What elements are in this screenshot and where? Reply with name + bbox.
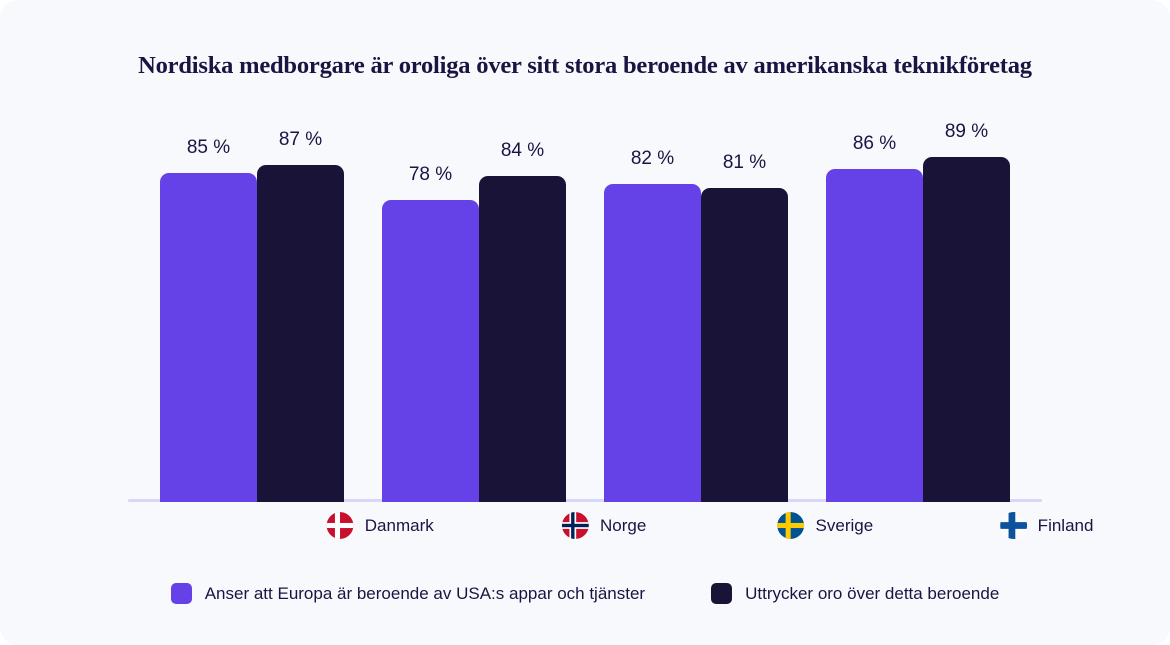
page-title: Nordiska medborgare är oroliga över sitt… (138, 52, 1032, 79)
flag-finland-icon (999, 512, 1027, 539)
bar-value-label: 85 % (186, 136, 231, 158)
category-label-sverige: Sverige (777, 512, 874, 539)
category-label-norge: Norge (562, 512, 646, 539)
bar-danmark-series-2[interactable] (257, 164, 344, 502)
legend-label: Anser att Europa är beroende av USA:s ap… (204, 583, 646, 603)
bar-value-label: 84 % (500, 140, 545, 162)
legend-item-primary[interactable]: Anser att Europa är beroende av USA:s ap… (170, 583, 646, 604)
legend-label: Uttrycker oro över detta beroende (745, 583, 1000, 603)
bar-value-label: 78 % (408, 163, 453, 185)
category-name: Danmark (364, 515, 434, 535)
plot-area: 85 % 87 % 78 % 84 % 82 % 81 % 86 % 89 % (128, 120, 1042, 502)
legend-swatch-icon (170, 583, 192, 604)
category-name: Norge (600, 515, 647, 535)
category-name: Sverige (815, 515, 874, 535)
bar-finland-series-2[interactable] (923, 157, 1010, 502)
category-name: Finland (1037, 515, 1094, 535)
flag-denmark-icon (326, 512, 354, 539)
bar-norge-series-2[interactable] (479, 176, 566, 502)
bar-group-danmark: 85 % 87 % (160, 120, 344, 502)
bar-value-label: 89 % (944, 121, 989, 142)
flag-norway-icon (562, 512, 590, 539)
bar-value-label: 81 % (722, 152, 767, 174)
category-label-danmark: Danmark (326, 512, 434, 539)
category-label-finland: Finland (999, 512, 1094, 539)
legend-item-secondary[interactable]: Uttrycker oro över detta beroende (711, 583, 999, 604)
legend: Anser att Europa är beroende av USA:s ap… (0, 583, 1170, 604)
bar-finland-series-1[interactable] (826, 168, 923, 502)
bar-group-finland: 86 % 89 % (826, 120, 1010, 502)
bar-group-norge: 78 % 84 % (382, 120, 566, 502)
bar-group-sverige: 82 % 81 % (604, 120, 788, 502)
bar-value-label: 87 % (278, 128, 323, 150)
bar-sverige-series-2[interactable] (701, 188, 788, 502)
bar-norge-series-1[interactable] (382, 199, 479, 502)
bar-value-label: 82 % (630, 148, 675, 170)
flag-sweden-icon (777, 512, 805, 539)
bar-sverige-series-1[interactable] (604, 184, 701, 502)
category-axis-labels: Danmark Norge (128, 512, 1093, 550)
x-axis-line (128, 499, 1042, 502)
legend-swatch-icon (711, 583, 733, 604)
bar-value-label: 86 % (852, 132, 897, 154)
bar-danmark-series-1[interactable] (160, 172, 257, 502)
